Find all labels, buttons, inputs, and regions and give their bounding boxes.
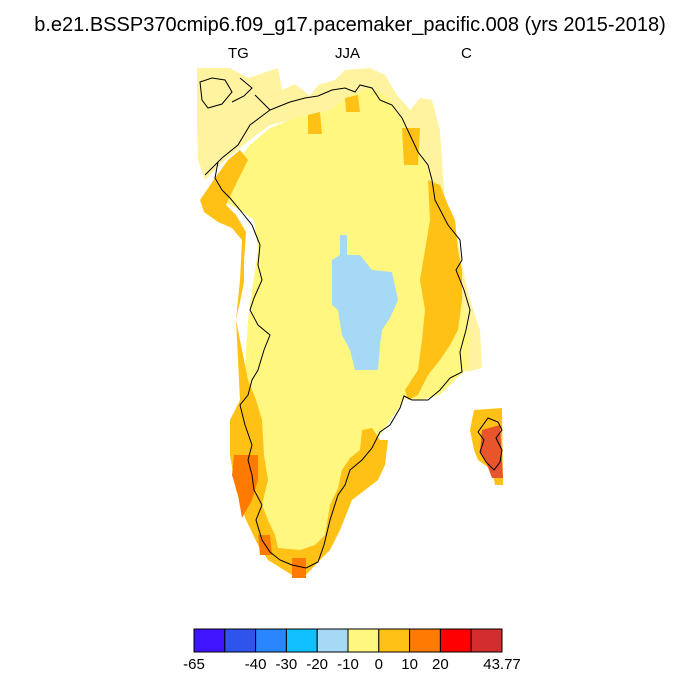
colorbar-swatch bbox=[347, 628, 380, 653]
colorbar-tick-label: 43.77 bbox=[483, 656, 521, 673]
field-cold-interior bbox=[332, 235, 398, 370]
colorbar-swatch bbox=[378, 628, 411, 653]
season-label: JJA bbox=[335, 45, 361, 62]
colorbar-tick-label: -40 bbox=[244, 656, 267, 673]
variable-label: TG bbox=[228, 45, 249, 62]
field-main bbox=[210, 88, 470, 570]
colorbar-tick-label: -20 bbox=[306, 656, 329, 673]
colorbar-swatch bbox=[255, 628, 287, 653]
colorbar-tick-label: 10 bbox=[401, 656, 418, 673]
field-island-hot bbox=[480, 425, 503, 478]
colorbar-tick-label: -10 bbox=[337, 656, 359, 673]
colorbar-swatch bbox=[470, 628, 503, 653]
colorbar-swatch bbox=[439, 628, 472, 653]
island-coastline bbox=[477, 417, 503, 471]
colorbar-swatch bbox=[316, 628, 349, 653]
colorbar-swatch bbox=[285, 628, 318, 653]
field-east-coast-warm bbox=[405, 180, 462, 400]
colorbar-swatch bbox=[409, 628, 441, 653]
colorbar-tick-label: 20 bbox=[432, 656, 449, 673]
colorbar bbox=[193, 628, 503, 653]
field-south-hot-2 bbox=[292, 558, 306, 578]
field-sw-hot bbox=[232, 455, 258, 518]
colorbar-tick-label: -65 bbox=[183, 656, 205, 673]
greenland-coastline bbox=[199, 77, 471, 569]
colorbar-swatch bbox=[224, 628, 257, 653]
units-label: C bbox=[461, 45, 472, 62]
colorbar-swatch bbox=[193, 628, 226, 653]
colorbar-tick-label: 0 bbox=[374, 656, 383, 673]
colorbar-tick-label: -30 bbox=[275, 656, 298, 673]
plot-title: b.e21.BSSP370cmip6.f09_g17.pacemaker_pac… bbox=[34, 14, 666, 36]
field-north-warm-2 bbox=[345, 95, 360, 112]
field-north-warm-1 bbox=[308, 112, 322, 134]
field-north-warm-3 bbox=[402, 128, 420, 165]
